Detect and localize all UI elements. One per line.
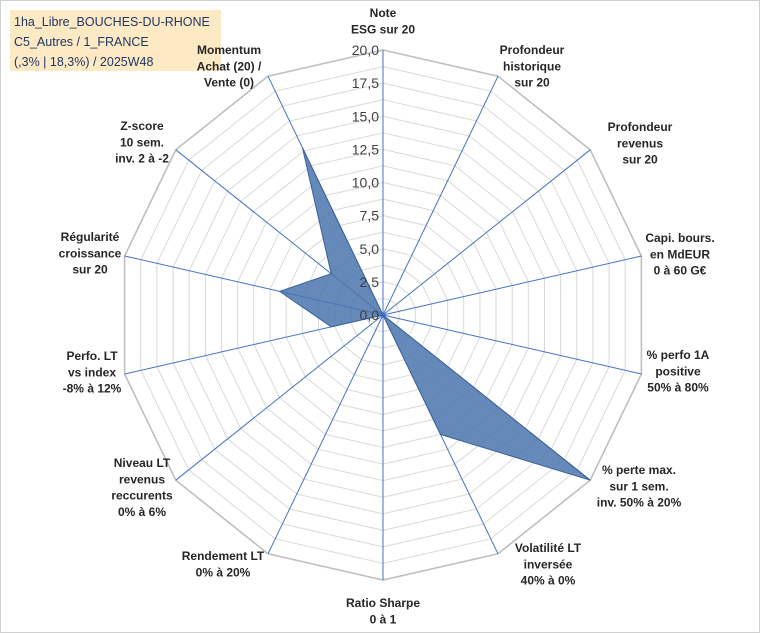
axis-label: sur 20 xyxy=(622,153,658,167)
axis-label: 10 sem. xyxy=(120,135,164,149)
axis-label: Niveau LT xyxy=(114,456,171,470)
tick-label: 0,0 xyxy=(360,307,380,323)
axis-spoke xyxy=(382,149,591,316)
axis-label: Profondeur xyxy=(608,120,673,134)
axis-label: Capi. bours. xyxy=(645,231,714,245)
axis-spoke xyxy=(382,255,642,316)
axis-label: Note xyxy=(370,6,397,20)
axis-label: -8% à 12% xyxy=(63,382,122,396)
tick-label: 12,5 xyxy=(352,141,379,157)
axis-spoke xyxy=(382,75,499,316)
axis-label: 0% à 20% xyxy=(196,565,251,579)
axis-label: Rendement LT xyxy=(182,549,265,563)
axis-label: Vente (0) xyxy=(204,76,254,90)
axis-label: Profondeur xyxy=(500,43,565,57)
axis-label: croissance xyxy=(59,246,122,260)
axis-label: revenus xyxy=(119,472,165,486)
series-layer xyxy=(278,147,591,481)
title-line-3: (,3% | 18,3%) / 2025W48 xyxy=(14,55,154,69)
axis-label: sur 1 sem. xyxy=(609,479,668,493)
axis-label: Volatilité LT xyxy=(515,541,582,555)
axis-label: Perfo. LT xyxy=(66,349,118,363)
title-box: 1ha_Libre_BOUCHES-DU-RHONE C5_Autres / 1… xyxy=(10,10,221,71)
label-layer: Note ESG sur 20 Profondeur historique sur 20… xyxy=(59,6,715,626)
axis-label: 0 à 1 xyxy=(370,612,397,626)
title-line-2: C5_Autres / 1_FRANCE xyxy=(14,35,149,49)
axis-label: 0% à 6% xyxy=(118,505,166,519)
axis-label: Ratio Sharpe xyxy=(346,596,420,610)
axis-label: sur 20 xyxy=(72,263,108,277)
tick-label: 2,5 xyxy=(360,274,380,290)
title-line-1: 1ha_Libre_BOUCHES-DU-RHONE xyxy=(14,15,210,29)
axis-label: positive xyxy=(655,364,701,378)
axis-label: ESG sur 20 xyxy=(351,22,415,36)
axis-label: % perte max. xyxy=(602,463,676,477)
tick-layer: 0,0 2,5 5,0 7,5 10,0 12,5 15,0 17,5 20,0 xyxy=(352,42,379,323)
tick-label: 17,5 xyxy=(352,75,379,91)
axis-label: 0 à 60 G€ xyxy=(654,264,707,278)
axis-label: vs index xyxy=(68,365,116,379)
tick-label: 5,0 xyxy=(360,241,380,257)
axis-spoke xyxy=(175,314,384,481)
axis-label: reccurents xyxy=(111,489,173,503)
tick-label: 7,5 xyxy=(360,208,380,224)
series-area xyxy=(278,147,591,481)
axis-label: Achat (20) / xyxy=(197,59,262,73)
axis-label: 40% à 0% xyxy=(521,574,576,588)
axis-label: inv. 50% à 20% xyxy=(597,496,682,510)
axis-label: historique xyxy=(503,59,561,73)
axis-spoke xyxy=(267,314,384,555)
axis-label: Régularité xyxy=(61,230,120,244)
axis-label: 50% à 80% xyxy=(647,381,709,395)
axis-spoke xyxy=(382,314,642,375)
axis-label: % perfo 1A xyxy=(647,348,710,362)
tick-label: 15,0 xyxy=(352,108,379,124)
axis-label: Momentum xyxy=(197,43,261,57)
axis-label: Z-score xyxy=(120,119,164,133)
tick-label: 20,0 xyxy=(352,42,379,58)
axis-label: sur 20 xyxy=(514,76,550,90)
axis-label: en MdEUR xyxy=(650,247,710,261)
axis-label: inv. 2 à -2 xyxy=(115,152,169,166)
tick-label: 10,0 xyxy=(352,175,379,191)
axis-label: inversée xyxy=(524,557,573,571)
axis-label: revenus xyxy=(617,136,663,150)
